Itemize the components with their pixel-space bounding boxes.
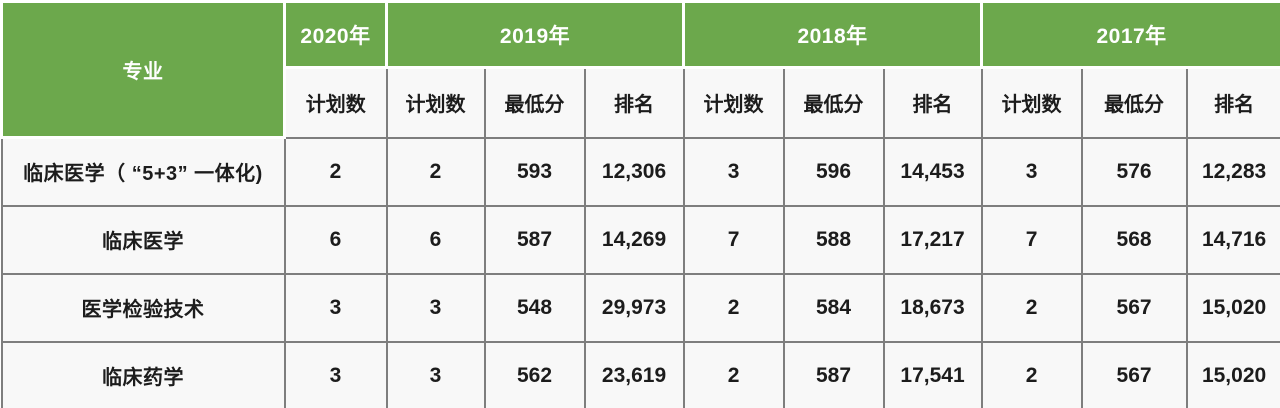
col-header-2018-plan: 计划数 [682,66,785,139]
cell-2018-min-score: 584 [782,272,885,343]
cell-2020-plan: 3 [283,340,388,408]
cell-2017-rank: 15,020 [1185,272,1280,343]
cell-2020-plan: 6 [283,204,388,275]
year-header-2017: 2017年 [980,0,1280,69]
cell-2018-plan: 7 [682,204,785,275]
table-row-clinical-medicine-5plus3: 临床医学（ “5+3” 一体化) 2 2 593 12,306 3 596 14… [0,136,1280,207]
cell-2017-min-score: 576 [1080,136,1188,207]
cell-2017-rank: 15,020 [1185,340,1280,408]
col-header-2017-plan: 计划数 [980,66,1083,139]
year-header-2019: 2019年 [384,0,686,69]
major-name: 临床医学 [0,204,286,275]
major-column-header: 专业 [0,0,286,139]
cell-2019-plan: 3 [385,340,486,408]
table-row-medical-lab-technology: 医学检验技术 3 3 548 29,973 2 584 18,673 2 567… [0,272,1280,343]
cell-2019-plan: 2 [385,136,486,207]
cell-2019-rank: 12,306 [583,136,685,207]
cell-2019-min-score: 587 [483,204,586,275]
cell-2018-plan: 3 [682,136,785,207]
cell-2018-min-score: 596 [782,136,885,207]
cell-2017-rank: 12,283 [1185,136,1280,207]
col-header-2018-min-score: 最低分 [782,66,885,139]
cell-2019-plan: 3 [385,272,486,343]
major-name: 临床医学（ “5+3” 一体化) [0,136,286,207]
sub-header-row: 计划数 计划数 最低分 排名 计划数 最低分 排名 计划数 最低分 排名 [2,66,1280,139]
cell-2018-min-score: 587 [782,340,885,408]
col-header-2020-plan: 计划数 [283,66,388,139]
cell-2020-plan: 2 [283,136,388,207]
col-header-2017-min-score: 最低分 [1080,66,1188,139]
cell-2019-min-score: 593 [483,136,586,207]
col-header-2017-rank: 排名 [1185,66,1280,139]
cell-2019-rank: 23,619 [583,340,685,408]
cell-2017-plan: 7 [980,204,1083,275]
cell-2018-rank: 14,453 [882,136,983,207]
cell-2018-rank: 17,217 [882,204,983,275]
cell-2017-min-score: 568 [1080,204,1188,275]
cell-2018-min-score: 588 [782,204,885,275]
year-header-2020: 2020年 [283,0,388,69]
cell-2019-rank: 14,269 [583,204,685,275]
cell-2017-plan: 2 [980,340,1083,408]
cell-2017-min-score: 567 [1080,272,1188,343]
cell-2019-rank: 29,973 [583,272,685,343]
table-row-clinical-medicine: 临床医学 6 6 587 14,269 7 588 17,217 7 568 1… [0,204,1280,275]
col-header-2019-min-score: 最低分 [483,66,586,139]
cell-2018-rank: 17,541 [882,340,983,408]
cell-2017-plan: 3 [980,136,1083,207]
cell-2017-rank: 14,716 [1185,204,1280,275]
cell-2019-plan: 6 [385,204,486,275]
major-name: 临床药学 [0,340,286,408]
year-header-2018: 2018年 [682,0,984,69]
table-row-clinical-pharmacy: 临床药学 3 3 562 23,619 2 587 17,541 2 567 1… [0,340,1280,408]
cell-2018-plan: 2 [682,272,785,343]
col-header-2018-rank: 排名 [882,66,983,139]
year-header-row: 专业 2020年 2019年 2018年 2017年 [0,0,1280,139]
major-name: 医学检验技术 [0,272,286,343]
cell-2017-plan: 2 [980,272,1083,343]
cell-2020-plan: 3 [283,272,388,343]
cell-2019-min-score: 548 [483,272,586,343]
col-header-2019-rank: 排名 [583,66,685,139]
cell-2018-rank: 18,673 [882,272,983,343]
cell-2017-min-score: 567 [1080,340,1188,408]
cell-2018-plan: 2 [682,340,785,408]
col-header-2019-plan: 计划数 [385,66,486,139]
cell-2019-min-score: 562 [483,340,586,408]
